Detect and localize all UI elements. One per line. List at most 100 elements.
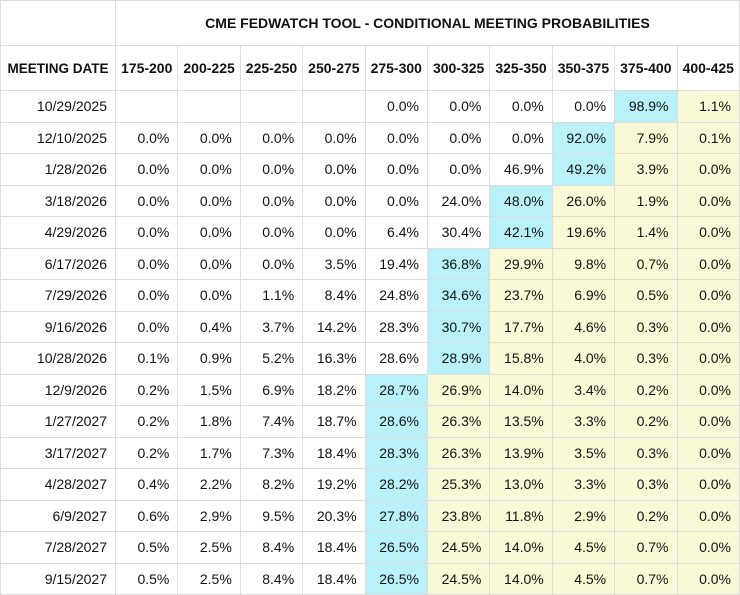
title-row: CME FEDWATCH TOOL - CONDITIONAL MEETING … (0, 0, 740, 46)
probability-cell: 0.7% (614, 247, 678, 280)
meeting-date: 10/28/2026 (0, 342, 116, 375)
meeting-date: 6/9/2027 (0, 499, 116, 532)
probability-cell: 8.4% (302, 279, 366, 312)
probability-cell (302, 90, 366, 123)
probability-cell: 0.0% (302, 216, 366, 249)
probability-cell: 0.0% (676, 373, 740, 406)
probability-cell: 14.2% (302, 310, 366, 343)
probability-cell: 16.3% (302, 342, 366, 375)
probability-cell: 0.0% (364, 153, 428, 186)
rate-range-header: 200-225 (177, 45, 241, 91)
rate-range-header: 325-350 (489, 45, 553, 91)
probability-cell: 0.0% (364, 121, 428, 154)
probability-cell: 0.0% (676, 184, 740, 217)
meeting-date: 4/29/2026 (0, 216, 116, 249)
probability-cell: 0.0% (239, 153, 304, 186)
meeting-date: 6/17/2026 (0, 247, 116, 280)
probability-cell: 0.1% (676, 121, 740, 154)
probability-cell: 3.5% (551, 436, 616, 469)
probability-cell: 24.5% (426, 531, 491, 564)
probability-cell: 4.5% (551, 562, 616, 595)
probability-cell: 0.5% (114, 562, 179, 595)
probability-cell: 28.2% (364, 468, 428, 501)
meeting-row: 12/9/2026 0.2% 1.5% 6.9% 18.2% 28.7% 26.9% 14.0… (0, 373, 740, 406)
rate-range-header: 400-425 (676, 45, 740, 91)
probability-cell: 7.4% (239, 405, 304, 438)
probability-cell: 13.9% (489, 436, 553, 469)
probability-cell: 0.0% (426, 90, 491, 123)
probability-cell: 28.3% (364, 436, 428, 469)
probability-cell: 0.0% (177, 279, 241, 312)
probability-cell: 0.0% (239, 121, 304, 154)
probability-cell: 26.5% (364, 562, 428, 595)
probability-cell: 0.0% (426, 153, 491, 186)
probability-cell: 13.5% (489, 405, 553, 438)
probability-cell: 0.3% (614, 468, 678, 501)
probability-cell: 13.0% (489, 468, 553, 501)
meeting-row: 3/17/2027 0.2% 1.7% 7.3% 18.4% 28.3% 26.3% 13.9… (0, 436, 740, 469)
probability-cell: 14.0% (489, 531, 553, 564)
rate-range-header: 275-300 (364, 45, 428, 91)
meeting-date: 1/27/2027 (0, 405, 116, 438)
probability-cell: 49.2% (551, 153, 616, 186)
probability-cell: 24.0% (426, 184, 491, 217)
probability-cell: 18.4% (302, 562, 366, 595)
header-row: MEETING DATE 175-200 200-225 225-250 250-275… (0, 45, 740, 91)
probability-cell: 0.0% (239, 247, 304, 280)
probability-cell: 0.0% (177, 153, 241, 186)
probability-cell: 6.9% (551, 279, 616, 312)
meeting-row: 1/28/2026 0.0% 0.0% 0.0% 0.0% 0.0% 0.0% 46.9% 49… (0, 153, 740, 186)
meeting-row: 4/29/2026 0.0% 0.0% 0.0% 0.0% 6.4% 30.4% 42.1% 1… (0, 216, 740, 249)
probability-cell: 0.0% (676, 153, 740, 186)
probability-cell: 1.8% (177, 405, 241, 438)
probability-cell: 0.0% (114, 121, 179, 154)
probability-cell: 4.6% (551, 310, 616, 343)
probability-cell: 3.7% (239, 310, 304, 343)
probability-cell: 2.5% (177, 562, 241, 595)
meeting-row: 1/27/2027 0.2% 1.8% 7.4% 18.7% 28.6% 26.3% 13.5… (0, 405, 740, 438)
probability-cell: 0.0% (302, 153, 366, 186)
probability-cell: 18.7% (302, 405, 366, 438)
probability-cell: 0.0% (426, 121, 491, 154)
corner-cell (0, 0, 116, 46)
probability-cell: 3.3% (551, 405, 616, 438)
probability-cell: 28.3% (364, 310, 428, 343)
probability-cell: 0.9% (177, 342, 241, 375)
probability-cell: 46.9% (489, 153, 553, 186)
probability-cell: 26.0% (551, 184, 616, 217)
probability-cell: 2.5% (177, 531, 241, 564)
probability-cell (177, 90, 241, 123)
probability-cell: 30.7% (426, 310, 491, 343)
probability-cell: 0.0% (114, 279, 179, 312)
probability-cell: 7.9% (614, 121, 678, 154)
probability-cell: 15.8% (489, 342, 553, 375)
probability-cell: 0.0% (676, 342, 740, 375)
meeting-date: 4/28/2027 (0, 468, 116, 501)
probability-cell: 0.0% (239, 184, 304, 217)
probability-cell: 28.6% (364, 342, 428, 375)
probability-cell: 0.4% (177, 310, 241, 343)
probability-cell: 0.0% (177, 216, 241, 249)
meeting-row: 9/16/2026 0.0% 0.4% 3.7% 14.2% 28.3% 30.7% 17.7… (0, 310, 740, 343)
probability-cell: 0.5% (114, 531, 179, 564)
probability-cell: 1.5% (177, 373, 241, 406)
probability-cell: 0.0% (676, 531, 740, 564)
rate-range-header: 225-250 (239, 45, 304, 91)
probability-cell: 9.5% (239, 499, 304, 532)
probability-cell: 24.5% (426, 562, 491, 595)
meeting-date: 3/17/2027 (0, 436, 116, 469)
probability-cell: 14.0% (489, 562, 553, 595)
probability-cell: 0.0% (676, 247, 740, 280)
probability-cell: 20.3% (302, 499, 366, 532)
probability-cell: 0.0% (676, 499, 740, 532)
probability-cell: 7.3% (239, 436, 304, 469)
probability-cell: 1.7% (177, 436, 241, 469)
meeting-row: 9/15/2027 0.5% 2.5% 8.4% 18.4% 26.5% 24.5% 14.0… (0, 562, 740, 595)
probability-cell: 0.3% (614, 310, 678, 343)
probability-cell: 0.2% (114, 436, 179, 469)
probability-cell: 0.0% (114, 184, 179, 217)
probability-cell: 27.8% (364, 499, 428, 532)
probability-cell: 0.0% (177, 121, 241, 154)
meeting-row: 4/28/2027 0.4% 2.2% 8.2% 19.2% 28.2% 25.3% 13.0… (0, 468, 740, 501)
probability-cell: 0.0% (364, 90, 428, 123)
